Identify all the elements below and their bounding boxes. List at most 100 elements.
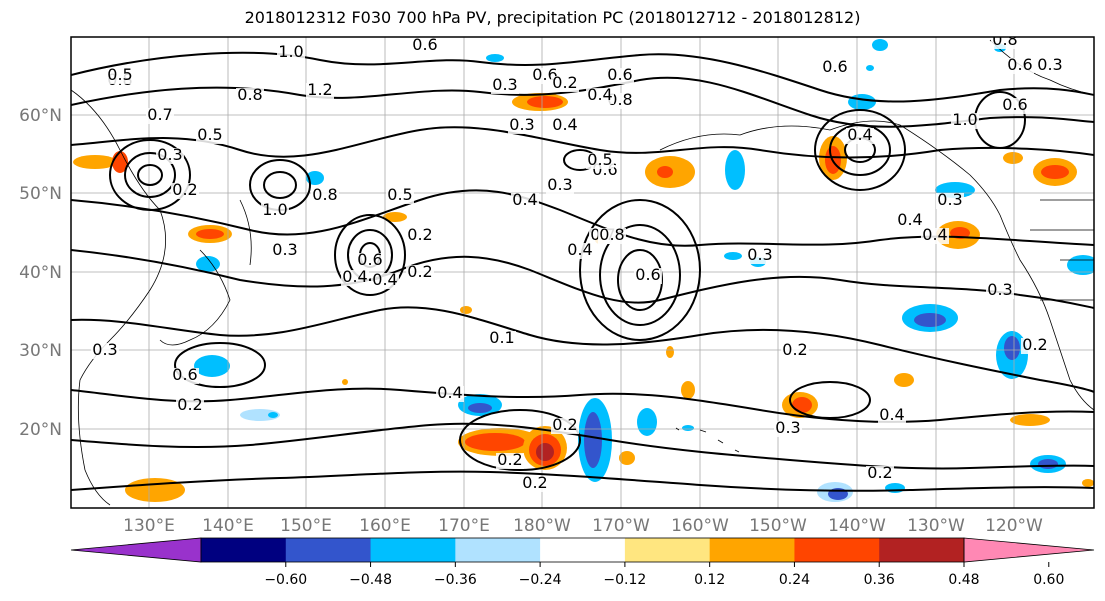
contour-label-bg: [171, 183, 199, 199]
contour-label-bg: [236, 88, 264, 104]
contour-label-bg: [1006, 58, 1034, 74]
lat-label: 60°N: [19, 106, 62, 126]
contour-label-bg: [986, 283, 1014, 299]
colorbar-extend-high: [963, 537, 1095, 563]
lon-label: 130°E: [123, 516, 175, 536]
lon-axis: 130°E 140°E 150°E 160°E 170°E 180°W 170°…: [123, 516, 1043, 536]
colorbar-tick-label: −0.24: [519, 572, 562, 588]
contour-label-bg: [1001, 98, 1029, 114]
colorbar: −0.60 −0.48 −0.36 −0.24 −0.12 0.12 0.24 0.36 0.4…: [70, 537, 1095, 588]
contour-label: 0.6: [357, 250, 382, 269]
lon-label: 170°W: [592, 516, 650, 536]
contour-label: 0.2: [177, 395, 202, 414]
colorbar-tick-label: −0.60: [264, 572, 307, 588]
colorbar-tick-label: −0.36: [434, 572, 477, 588]
contour-label: 0.2: [1022, 335, 1047, 354]
lon-label: 150°E: [280, 516, 332, 536]
contour-label: 0.5: [107, 65, 132, 84]
contour-label: 0.2: [782, 340, 807, 359]
contour-label-bg: [606, 68, 634, 84]
contour-label: 0.7: [147, 105, 172, 124]
contour-label: 0.3: [92, 340, 117, 359]
contour-label-bg: [566, 243, 594, 259]
contour-labels: 1.0 0.8 0.6 1.2 0.8 0.5 0.3 0.2 0.7 0.6 1.0 0.8 0.3 0…: [91, 35, 1064, 492]
contour-label: 0.4: [922, 225, 947, 244]
contour-label-bg: [508, 118, 536, 134]
colorbar-extend-low: [70, 537, 202, 563]
lon-label: 180°W: [513, 516, 571, 536]
contour-label-bg: [586, 88, 614, 104]
precip-negative-shading: [194, 39, 1094, 502]
contour-label-bg: [436, 386, 464, 402]
contour-label-bg: [411, 38, 439, 54]
contour-label-bg: [551, 76, 579, 92]
contour-label-bg: [1036, 58, 1064, 74]
contour-label-bg: [356, 253, 384, 269]
contour-label-bg: [91, 343, 119, 359]
contour-label: 0.3: [987, 280, 1012, 299]
contour-label: 1.0: [262, 200, 287, 219]
lat-axis: 60°N 50°N 40°N 30°N 20°N: [19, 106, 62, 440]
contour-label-bg: [176, 398, 204, 414]
contour-label: 0.3: [509, 115, 534, 134]
contour-label: 0.4: [879, 405, 904, 424]
contour-label-bg: [951, 113, 979, 129]
contour-label-bg: [821, 60, 849, 76]
contour-label-bg: [878, 408, 906, 424]
contour-label: 1.0: [278, 42, 303, 61]
contour-label: 0.4: [567, 240, 592, 259]
lon-label: 170°E: [438, 516, 490, 536]
contour-label: 0.4: [587, 85, 612, 104]
lat-label: 40°N: [19, 263, 62, 283]
lon-label: 140°E: [202, 516, 254, 536]
contour-label: 0.2: [407, 225, 432, 244]
contour-label-bg: [386, 188, 414, 204]
lat-label: 50°N: [19, 184, 62, 204]
contour-label: 0.2: [552, 73, 577, 92]
lon-label: 140°W: [828, 516, 886, 536]
colorbar-tick-label: 0.24: [779, 572, 810, 588]
contour-label: 0.8: [599, 225, 624, 244]
lat-label: 30°N: [19, 341, 62, 361]
contour-label-bg: [406, 265, 434, 281]
contour-label-bg: [261, 203, 289, 219]
contour-label: 0.3: [272, 240, 297, 259]
contour-label-bg: [546, 178, 574, 194]
contour-label: 0.4: [437, 383, 462, 402]
contour-label-bg: [586, 153, 614, 169]
contour-label: 0.6: [1007, 55, 1032, 74]
contour-label-bg: [598, 228, 626, 244]
contour-label: 0.8: [312, 185, 337, 204]
lat-label: 20°N: [19, 420, 62, 440]
lon-label: 120°W: [985, 516, 1043, 536]
contour-label-bg: [511, 193, 539, 209]
contour-label-bg: [306, 83, 334, 99]
contour-label: 0.2: [407, 262, 432, 281]
contour-label-bg: [491, 78, 519, 94]
colorbar-bin: [285, 538, 372, 562]
contour-label: 1.2: [307, 80, 332, 99]
contour-label: 0.2: [497, 450, 522, 469]
map-panel: 1.0 0.8 0.6 1.2 0.8 0.5 0.3 0.2 0.7 0.6 1.0 0.8 0.3 0…: [71, 35, 1094, 508]
contour-label: 0.8: [237, 85, 262, 104]
contour-label: 0.6: [1002, 95, 1027, 114]
contour-label: 0.4: [847, 125, 872, 144]
contour-label: 0.6: [822, 57, 847, 76]
contour-label-bg: [156, 148, 184, 164]
contour-label-bg: [921, 228, 949, 244]
contour-label-bg: [781, 343, 809, 359]
colorbar-outline: [200, 537, 965, 563]
contour-label: 0.2: [522, 473, 547, 492]
map-title: 2018012312 F030 700 hPa PV, precipitatio…: [244, 8, 861, 27]
contour-label: 0.3: [937, 190, 962, 209]
contour-label: 0.6: [412, 35, 437, 54]
lon-label: 160°W: [671, 516, 729, 536]
lon-label: 150°W: [749, 516, 807, 536]
lon-label: 130°W: [907, 516, 965, 536]
colorbar-tick-label: 0.60: [1033, 572, 1064, 588]
contour-label: 0.5: [387, 185, 412, 204]
colorbar-tick-label: 0.48: [948, 572, 979, 588]
map-frame: [70, 36, 1095, 509]
contour-label: 0.6: [172, 365, 197, 384]
